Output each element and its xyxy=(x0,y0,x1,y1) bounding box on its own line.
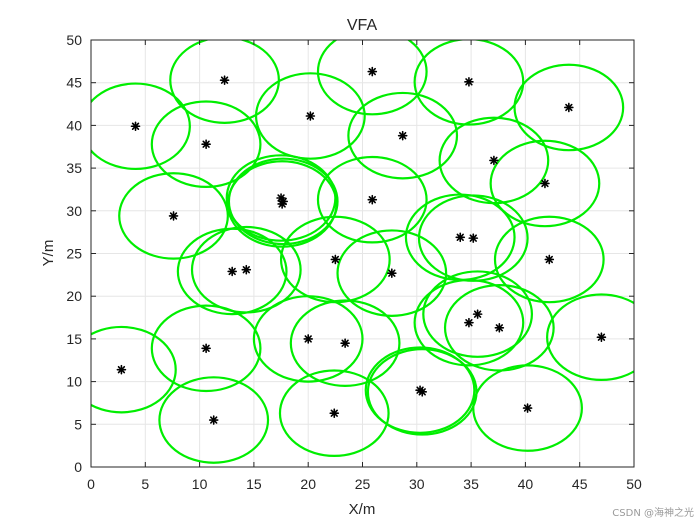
y-tick-label: 50 xyxy=(66,32,82,48)
node-marker xyxy=(417,387,428,397)
sensing-circle xyxy=(150,100,262,188)
x-tick-label: 30 xyxy=(409,476,425,492)
node-marker xyxy=(227,266,237,277)
node-marker xyxy=(130,121,141,132)
y-tick-label: 5 xyxy=(74,416,82,432)
sensing-circle xyxy=(316,40,428,116)
y-tick-label: 30 xyxy=(66,203,82,219)
y-axis-label: Y/m xyxy=(40,240,57,267)
node-marker xyxy=(397,130,408,141)
node-marker xyxy=(241,264,252,275)
node-marker xyxy=(540,178,550,189)
node-marker xyxy=(464,77,474,87)
sensing-circle xyxy=(91,325,177,414)
node-marker xyxy=(544,254,555,265)
sensing-circle xyxy=(489,139,601,228)
sensing-circle xyxy=(413,40,525,126)
node-marker xyxy=(116,364,127,375)
sensing-circle xyxy=(347,91,459,180)
y-tick-label: 0 xyxy=(74,459,82,475)
x-tick-label: 50 xyxy=(626,476,642,492)
x-tick-label: 40 xyxy=(518,476,534,492)
sensing-circle xyxy=(513,63,625,152)
watermark: CSDN @海神之光 xyxy=(612,508,694,519)
node-marker xyxy=(564,102,574,113)
node-marker xyxy=(303,334,314,344)
node-marker xyxy=(340,338,350,348)
y-tick-label: 10 xyxy=(66,374,82,390)
sensing-circle xyxy=(190,225,302,314)
node-marker xyxy=(494,322,505,333)
y-tick-label: 15 xyxy=(66,331,82,347)
node-marker xyxy=(305,111,316,121)
node-marker xyxy=(522,403,533,413)
sensing-circle xyxy=(336,229,448,317)
sensing-circle xyxy=(278,369,390,457)
node-marker xyxy=(468,233,479,243)
sensing-circle xyxy=(422,270,534,358)
y-tick-label: 25 xyxy=(66,246,82,262)
sensing-circle xyxy=(472,364,583,452)
y-tick-label: 20 xyxy=(66,288,82,304)
sensing-circle xyxy=(91,82,191,171)
sensing-circle xyxy=(493,215,605,304)
x-tick-label: 0 xyxy=(87,476,95,492)
node-marker xyxy=(219,75,230,85)
node-marker xyxy=(367,194,378,205)
x-tick-label: 25 xyxy=(355,476,371,492)
sensing-circle xyxy=(316,155,428,244)
x-axis-label: X/m xyxy=(349,501,376,518)
axis-ticks: 0 5 10 15 20 25 30 35 40 45 50 0 5 10 15 20 25 30 35 40 45 50 xyxy=(66,32,642,492)
sensing-circle xyxy=(438,116,550,205)
node-marker xyxy=(455,232,466,243)
node-marker xyxy=(367,66,378,77)
x-tick-label: 35 xyxy=(463,476,479,492)
node-markers xyxy=(116,66,607,425)
x-tick-label: 10 xyxy=(192,476,208,492)
sensing-circles xyxy=(91,40,634,464)
y-tick-label: 45 xyxy=(66,75,82,91)
node-marker xyxy=(329,408,340,418)
chart-title: VFA xyxy=(347,17,378,34)
sensing-circle xyxy=(364,346,476,434)
sensing-circle xyxy=(118,172,229,260)
y-tick-label: 40 xyxy=(66,117,82,133)
y-tick-label: 35 xyxy=(66,160,82,176)
x-tick-label: 5 xyxy=(141,476,149,492)
sensing-circle xyxy=(546,293,634,381)
node-marker xyxy=(168,211,179,221)
x-tick-label: 45 xyxy=(572,476,588,492)
node-marker xyxy=(201,139,211,149)
sensing-circle xyxy=(150,304,262,393)
sensing-circle xyxy=(158,376,270,464)
x-tick-label: 20 xyxy=(300,476,316,492)
node-marker xyxy=(330,254,341,265)
node-marker xyxy=(489,155,499,166)
sensing-circle xyxy=(289,299,401,387)
node-marker xyxy=(464,317,474,328)
node-marker xyxy=(472,309,483,319)
sensing-circle xyxy=(227,157,339,246)
node-marker xyxy=(596,332,607,342)
node-marker xyxy=(208,415,219,425)
x-tick-label: 15 xyxy=(246,476,262,492)
node-marker xyxy=(387,268,397,278)
node-marker xyxy=(278,196,289,207)
node-marker xyxy=(201,343,211,354)
sensing-circle xyxy=(417,194,529,282)
sensing-circle xyxy=(254,72,366,160)
